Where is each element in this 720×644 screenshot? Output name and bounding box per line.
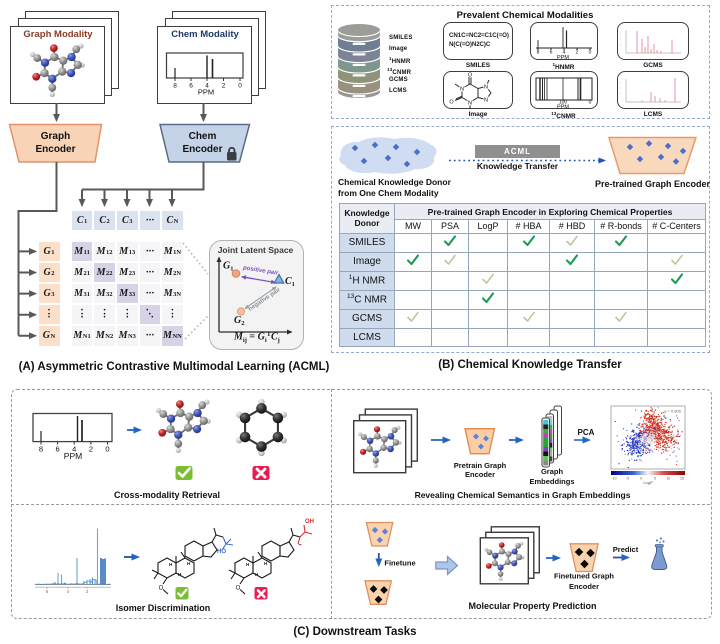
svg-text:4: 4 <box>72 445 76 454</box>
svg-text:100: 100 <box>558 99 567 105</box>
svg-text:H: H <box>178 572 181 577</box>
svg-text:H: H <box>187 561 190 566</box>
svg-text:ρ = 0.805: ρ = 0.805 <box>664 409 682 414</box>
svg-text:O: O <box>236 586 241 592</box>
svg-text:I: I <box>620 81 621 84</box>
svg-text:5: 5 <box>654 477 656 481</box>
svg-text:4: 4 <box>205 83 209 90</box>
svg-text:10: 10 <box>666 477 670 481</box>
svg-text:O: O <box>159 586 164 592</box>
svg-text:PPM: PPM <box>198 88 214 97</box>
svg-text:N: N <box>484 97 488 103</box>
svg-text:Pretrain Graph: Pretrain Graph <box>454 461 507 470</box>
svg-text:0: 0 <box>238 83 242 90</box>
svg-text:PPM: PPM <box>64 451 82 461</box>
svg-text:4: 4 <box>67 589 70 594</box>
svg-text:8: 8 <box>39 445 43 454</box>
svg-text:Encoder: Encoder <box>569 582 599 591</box>
svg-text:8: 8 <box>173 83 177 90</box>
svg-text:I: I <box>620 38 621 41</box>
svg-text:I: I <box>620 44 621 47</box>
svg-text:6: 6 <box>46 589 49 594</box>
svg-text:PPM: PPM <box>557 104 569 110</box>
svg-text:N: N <box>484 84 488 90</box>
svg-text:6: 6 <box>56 445 60 454</box>
svg-text:2: 2 <box>575 49 578 55</box>
svg-text:I: I <box>620 87 621 90</box>
svg-text:0: 0 <box>640 477 642 481</box>
svg-text:H: H <box>255 572 258 577</box>
svg-text:HO: HO <box>217 549 226 555</box>
svg-text:Finetuned Graph: Finetuned Graph <box>554 572 614 581</box>
svg-text:4: 4 <box>562 49 565 55</box>
svg-text:Mij = GiTCj: Mij = GiTCj <box>233 331 280 344</box>
svg-text:G1: G1 <box>223 260 233 272</box>
svg-text:0: 0 <box>105 445 109 454</box>
svg-text:I: I <box>620 93 621 96</box>
svg-text:-10: -10 <box>611 477 616 481</box>
svg-text:6: 6 <box>549 49 552 55</box>
svg-text:C1: C1 <box>285 276 295 288</box>
svg-text:positive pair: positive pair <box>241 265 278 277</box>
svg-text:2: 2 <box>89 445 93 454</box>
svg-text:N: N <box>468 100 472 106</box>
svg-text:OH: OH <box>305 519 314 525</box>
svg-text:Predict: Predict <box>613 545 639 554</box>
svg-text:Encoder: Encoder <box>465 470 495 479</box>
svg-text:O: O <box>449 99 454 105</box>
svg-text:H: H <box>264 561 267 566</box>
svg-text:8: 8 <box>536 49 539 55</box>
svg-text:LogP: LogP <box>643 480 653 485</box>
svg-text:2: 2 <box>86 589 89 594</box>
svg-text:H: H <box>169 562 172 567</box>
svg-text:2: 2 <box>222 83 226 90</box>
svg-text:O: O <box>468 72 473 78</box>
svg-text:G2: G2 <box>234 315 244 327</box>
svg-text:N: N <box>460 86 464 92</box>
svg-text:PPM: PPM <box>557 55 569 61</box>
svg-text:Joint Latent Space: Joint Latent Space <box>217 245 293 255</box>
svg-text:15: 15 <box>680 477 684 481</box>
svg-text:0: 0 <box>588 99 591 105</box>
svg-text:-5: -5 <box>626 477 629 481</box>
svg-text:I: I <box>620 32 621 35</box>
svg-text:6: 6 <box>189 83 193 90</box>
svg-text:PCA: PCA <box>578 428 595 437</box>
svg-text:0: 0 <box>588 49 591 55</box>
svg-text:H: H <box>246 562 249 567</box>
svg-text:negative pair: negative pair <box>247 286 282 312</box>
svg-text:Embeddings: Embeddings <box>529 477 574 486</box>
svg-text:Finetune: Finetune <box>384 559 415 568</box>
svg-text:Graph: Graph <box>541 467 564 476</box>
